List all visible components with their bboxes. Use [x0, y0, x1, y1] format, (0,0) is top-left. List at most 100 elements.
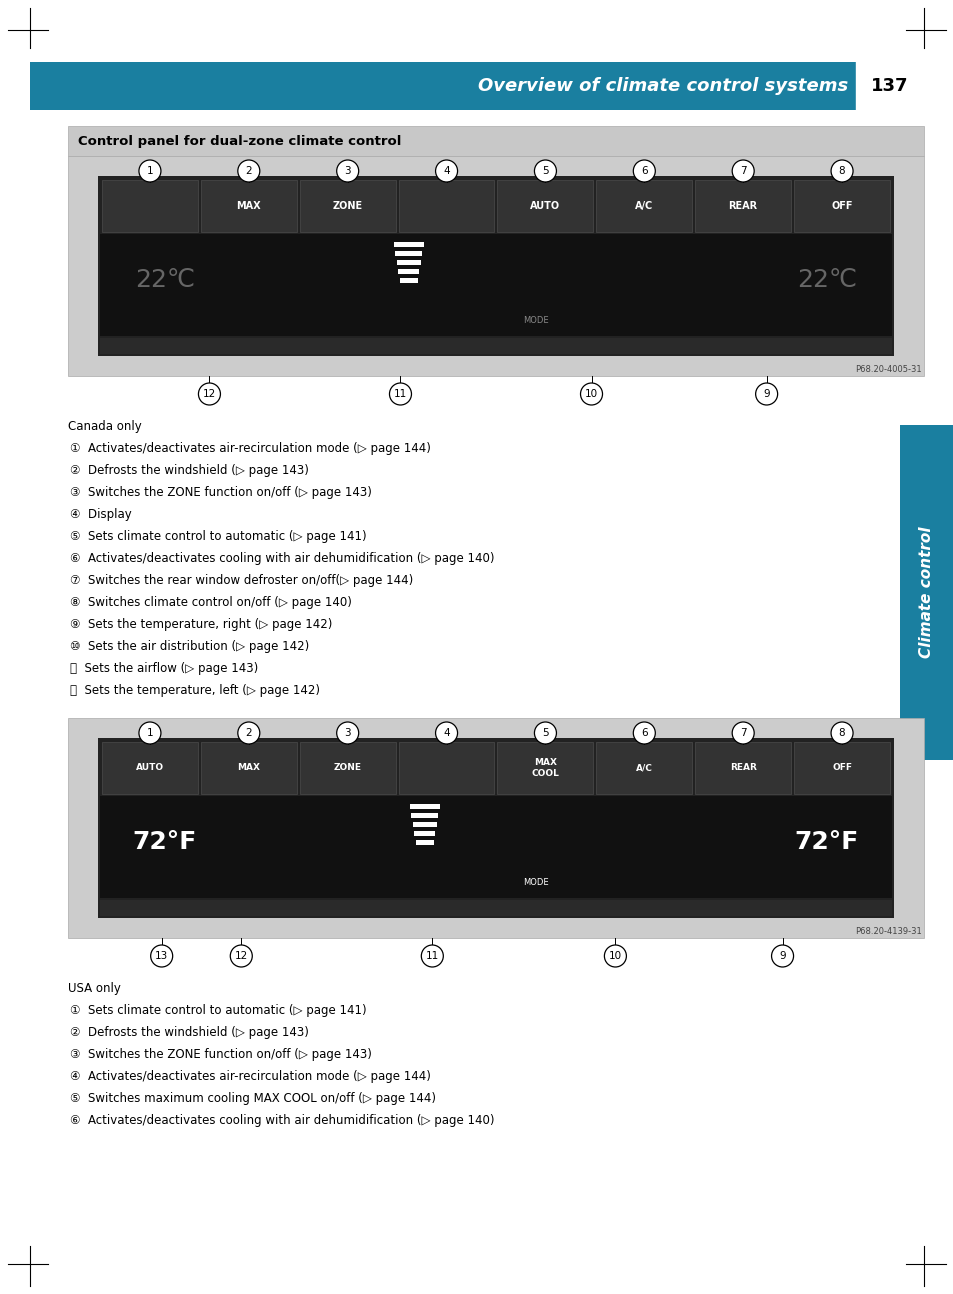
Text: ⑦  Switches the rear window defroster on/off(▷ page 144): ⑦ Switches the rear window defroster on/… — [70, 575, 413, 587]
Circle shape — [389, 383, 411, 405]
Bar — [30, 62, 923, 110]
Circle shape — [139, 722, 161, 744]
Bar — [100, 234, 891, 336]
Text: 11: 11 — [394, 389, 407, 399]
Text: 10: 10 — [608, 951, 621, 961]
Circle shape — [633, 160, 655, 182]
Circle shape — [436, 160, 457, 182]
Text: MAX
COOL: MAX COOL — [531, 758, 558, 778]
Text: ②  Defrosts the windshield (▷ page 143): ② Defrosts the windshield (▷ page 143) — [70, 465, 309, 477]
Circle shape — [755, 383, 777, 405]
Text: ①  Activates/deactivates air-recirculation mode (▷ page 144): ① Activates/deactivates air-recirculatio… — [70, 443, 431, 455]
Bar — [102, 180, 197, 232]
Text: 8: 8 — [838, 166, 844, 176]
Bar — [695, 741, 790, 795]
Text: 22℃: 22℃ — [796, 268, 856, 292]
Text: Climate control: Climate control — [919, 527, 934, 659]
Circle shape — [534, 160, 556, 182]
Text: ZONE: ZONE — [334, 763, 361, 773]
Text: 9: 9 — [762, 389, 769, 399]
Bar — [398, 269, 419, 274]
Text: ③  Switches the ZONE function on/off (▷ page 143): ③ Switches the ZONE function on/off (▷ p… — [70, 1048, 372, 1061]
Text: 10: 10 — [584, 389, 598, 399]
Circle shape — [237, 722, 259, 744]
Circle shape — [336, 722, 358, 744]
Text: 5: 5 — [541, 729, 548, 738]
Text: ZONE: ZONE — [333, 201, 362, 211]
Circle shape — [237, 160, 259, 182]
Text: 2: 2 — [245, 166, 252, 176]
Bar — [596, 741, 692, 795]
Text: AUTO: AUTO — [135, 763, 164, 773]
Circle shape — [198, 383, 220, 405]
Text: Overview of climate control systems: Overview of climate control systems — [477, 78, 847, 94]
Bar — [398, 180, 494, 232]
Bar — [497, 741, 593, 795]
Circle shape — [421, 945, 443, 967]
Text: MAX: MAX — [237, 763, 260, 773]
Text: ④  Activates/deactivates air-recirculation mode (▷ page 144): ④ Activates/deactivates air-recirculatio… — [70, 1070, 431, 1083]
Circle shape — [771, 945, 793, 967]
Bar — [793, 180, 889, 232]
Text: MODE: MODE — [522, 879, 548, 888]
Text: 8: 8 — [838, 729, 844, 738]
Text: P68.20-4005-31: P68.20-4005-31 — [855, 365, 921, 374]
Text: ⑥  Activates/deactivates cooling with air dehumidification (▷ page 140): ⑥ Activates/deactivates cooling with air… — [70, 1114, 494, 1127]
Bar — [416, 840, 434, 845]
Bar — [100, 901, 891, 916]
Text: ④  Display: ④ Display — [70, 509, 132, 521]
Circle shape — [604, 945, 626, 967]
Text: OFF: OFF — [830, 201, 852, 211]
Bar — [793, 741, 889, 795]
Circle shape — [151, 945, 172, 967]
Text: 2: 2 — [245, 729, 252, 738]
Text: 22℃: 22℃ — [134, 268, 194, 292]
Text: OFF: OFF — [831, 763, 851, 773]
Text: ②  Defrosts the windshield (▷ page 143): ② Defrosts the windshield (▷ page 143) — [70, 1026, 309, 1039]
Circle shape — [731, 160, 754, 182]
Bar — [394, 242, 423, 247]
Circle shape — [830, 160, 852, 182]
Bar — [695, 180, 790, 232]
Bar — [100, 338, 891, 355]
Text: ①  Sets climate control to automatic (▷ page 141): ① Sets climate control to automatic (▷ p… — [70, 1004, 366, 1017]
Text: 6: 6 — [640, 729, 647, 738]
Text: 5: 5 — [541, 166, 548, 176]
Circle shape — [230, 945, 252, 967]
Text: 3: 3 — [344, 729, 351, 738]
Text: MODE: MODE — [522, 316, 548, 325]
Text: ⑥  Activates/deactivates cooling with air dehumidification (▷ page 140): ⑥ Activates/deactivates cooling with air… — [70, 553, 494, 565]
Bar — [855, 62, 923, 110]
Text: ⑪  Sets the airflow (▷ page 143): ⑪ Sets the airflow (▷ page 143) — [70, 663, 258, 675]
Circle shape — [336, 160, 358, 182]
Text: ⑩  Sets the air distribution (▷ page 142): ⑩ Sets the air distribution (▷ page 142) — [70, 641, 309, 653]
Bar — [68, 157, 923, 377]
Text: MAX: MAX — [236, 201, 261, 211]
Text: 9: 9 — [779, 951, 785, 961]
Bar — [395, 251, 422, 256]
Bar — [398, 741, 494, 795]
Text: USA only: USA only — [68, 982, 121, 995]
Bar — [299, 180, 395, 232]
Bar — [100, 796, 891, 898]
Circle shape — [731, 722, 754, 744]
Bar — [299, 741, 395, 795]
Text: 137: 137 — [870, 78, 908, 94]
Bar — [396, 260, 420, 265]
Circle shape — [830, 722, 852, 744]
Bar — [98, 738, 893, 917]
Text: AUTO: AUTO — [530, 201, 560, 211]
Text: 1: 1 — [147, 166, 153, 176]
Text: REAR: REAR — [729, 763, 756, 773]
Bar — [413, 822, 436, 827]
Text: A/C: A/C — [636, 763, 652, 773]
Bar — [899, 424, 953, 760]
Text: ③  Switches the ZONE function on/off (▷ page 143): ③ Switches the ZONE function on/off (▷ p… — [70, 487, 372, 499]
Bar — [409, 804, 439, 809]
Bar — [411, 813, 437, 818]
Bar — [201, 180, 296, 232]
Circle shape — [139, 160, 161, 182]
Bar — [399, 278, 417, 283]
Circle shape — [633, 722, 655, 744]
Bar — [201, 741, 296, 795]
